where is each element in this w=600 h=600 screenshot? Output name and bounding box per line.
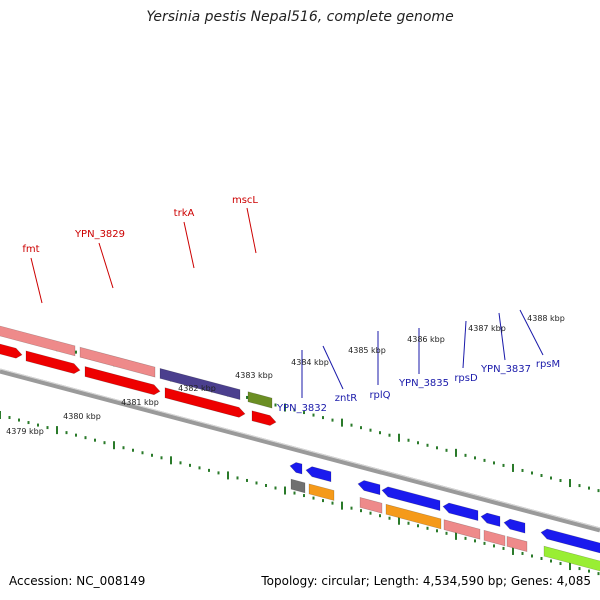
gene-block bbox=[359, 497, 383, 514]
gene-arrow bbox=[289, 462, 303, 475]
gene-arrow bbox=[480, 512, 501, 527]
leader-line bbox=[462, 320, 467, 369]
gene-block bbox=[0, 325, 76, 357]
gene-label-blue: zntR bbox=[335, 393, 358, 404]
gene-label-blue: rpsD bbox=[454, 373, 478, 384]
gene-block bbox=[159, 368, 241, 400]
gene-block bbox=[443, 519, 481, 540]
scale-label: 4388 kbp bbox=[527, 314, 565, 323]
leader-line bbox=[519, 309, 544, 356]
gene-label-blue: rpsM bbox=[536, 359, 560, 370]
gene-block bbox=[483, 529, 506, 547]
gene-block bbox=[79, 346, 156, 378]
gene-block bbox=[308, 483, 335, 501]
gene-features bbox=[0, 325, 600, 572]
gene-label-red: mscL bbox=[232, 195, 258, 206]
gene-arrow bbox=[164, 387, 246, 418]
scale-label: 4380 kbp bbox=[63, 412, 101, 421]
gene-arrow bbox=[381, 486, 441, 511]
genome-backbone bbox=[0, 368, 600, 533]
gene-arrow bbox=[251, 410, 277, 426]
gene-label-blue: YPN_3832 bbox=[276, 403, 327, 414]
leader-line bbox=[183, 221, 195, 269]
scale-label: 4383 kbp bbox=[235, 371, 273, 380]
accession-text: Accession: NC_008149 bbox=[9, 574, 146, 588]
scale-label: 4379 kbp bbox=[6, 427, 44, 436]
gene-block bbox=[385, 503, 442, 530]
scale-label: 4381 kbp bbox=[121, 398, 159, 407]
scale-label: 4385 kbp bbox=[348, 346, 386, 355]
gene-label-red: fmt bbox=[22, 244, 39, 255]
gene-arrow bbox=[0, 343, 23, 359]
gene-label-blue: YPN_3837 bbox=[480, 364, 531, 375]
label-leaders bbox=[30, 207, 544, 398]
genome-title: Yersinia pestis Nepal516, complete genom… bbox=[146, 9, 454, 25]
scale-label: 4382 kbp bbox=[178, 384, 216, 393]
gene-arrow bbox=[25, 350, 81, 374]
gene-arrow bbox=[305, 466, 332, 483]
gene-arrow bbox=[540, 528, 600, 554]
leader-line bbox=[98, 242, 114, 289]
leader-line bbox=[322, 345, 344, 390]
backbone-highlight bbox=[0, 368, 600, 529]
gene-arrow bbox=[503, 518, 526, 534]
gene-label-red: trkA bbox=[174, 208, 195, 219]
gene-arrow bbox=[442, 502, 479, 522]
gene-arrow bbox=[357, 480, 381, 496]
gene-label-red: YPN_3829 bbox=[74, 229, 125, 240]
leader-line bbox=[246, 207, 257, 254]
leader-line bbox=[498, 312, 506, 361]
gene-labels: fmt YPN_3829 trkA mscL YPN_3832 zntR rplQ YPN_3… bbox=[6, 195, 565, 436]
scale-label: 4387 kbp bbox=[468, 324, 506, 333]
backbone-line bbox=[0, 368, 600, 533]
gene-block bbox=[247, 391, 273, 409]
scale-label: 4386 kbp bbox=[407, 335, 445, 344]
gene-label-blue: rplQ bbox=[369, 390, 390, 401]
gene-label-blue: YPN_3835 bbox=[398, 378, 449, 389]
leader-line bbox=[30, 257, 43, 304]
scale-label: 4384 kbp bbox=[291, 358, 329, 367]
gene-block bbox=[543, 545, 600, 572]
gene-block bbox=[290, 478, 306, 494]
lower-tick-row bbox=[0, 411, 600, 576]
gene-arrow bbox=[84, 366, 161, 396]
genome-summary-text: Topology: circular; Length: 4,534,590 bp… bbox=[261, 574, 591, 588]
gene-block bbox=[506, 535, 528, 553]
